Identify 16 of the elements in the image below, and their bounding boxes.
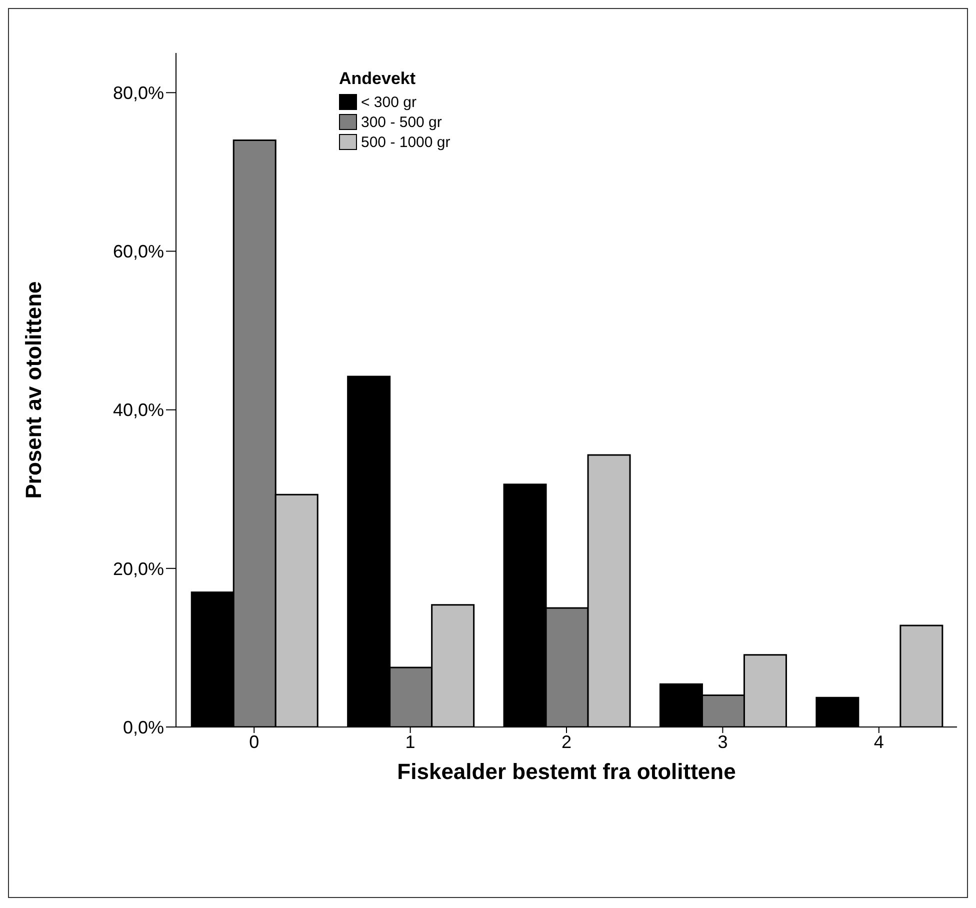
x-tick-label: 3 [718, 732, 728, 752]
y-tick-label: 0,0% [122, 717, 164, 738]
legend-label: 300 - 500 gr [361, 114, 442, 130]
x-tick-label: 0 [249, 732, 260, 752]
x-axis-title: Fiskealder bestemt fra otolittene [397, 759, 736, 784]
legend-label: < 300 gr [361, 94, 416, 110]
y-tick-label: 80,0% [112, 83, 164, 104]
legend-title: Andevekt [339, 69, 417, 89]
legend-label: 500 - 1000 gr [361, 134, 450, 150]
y-tick-label: 40,0% [112, 400, 164, 420]
x-tick-label: 1 [405, 732, 416, 752]
y-tick-label: 60,0% [112, 242, 164, 262]
y-tick-label: 20,0% [112, 558, 164, 579]
x-tick-label: 4 [874, 732, 884, 752]
x-tick-label: 2 [561, 732, 572, 752]
y-axis-title: Prosent av otolittene [20, 281, 46, 499]
